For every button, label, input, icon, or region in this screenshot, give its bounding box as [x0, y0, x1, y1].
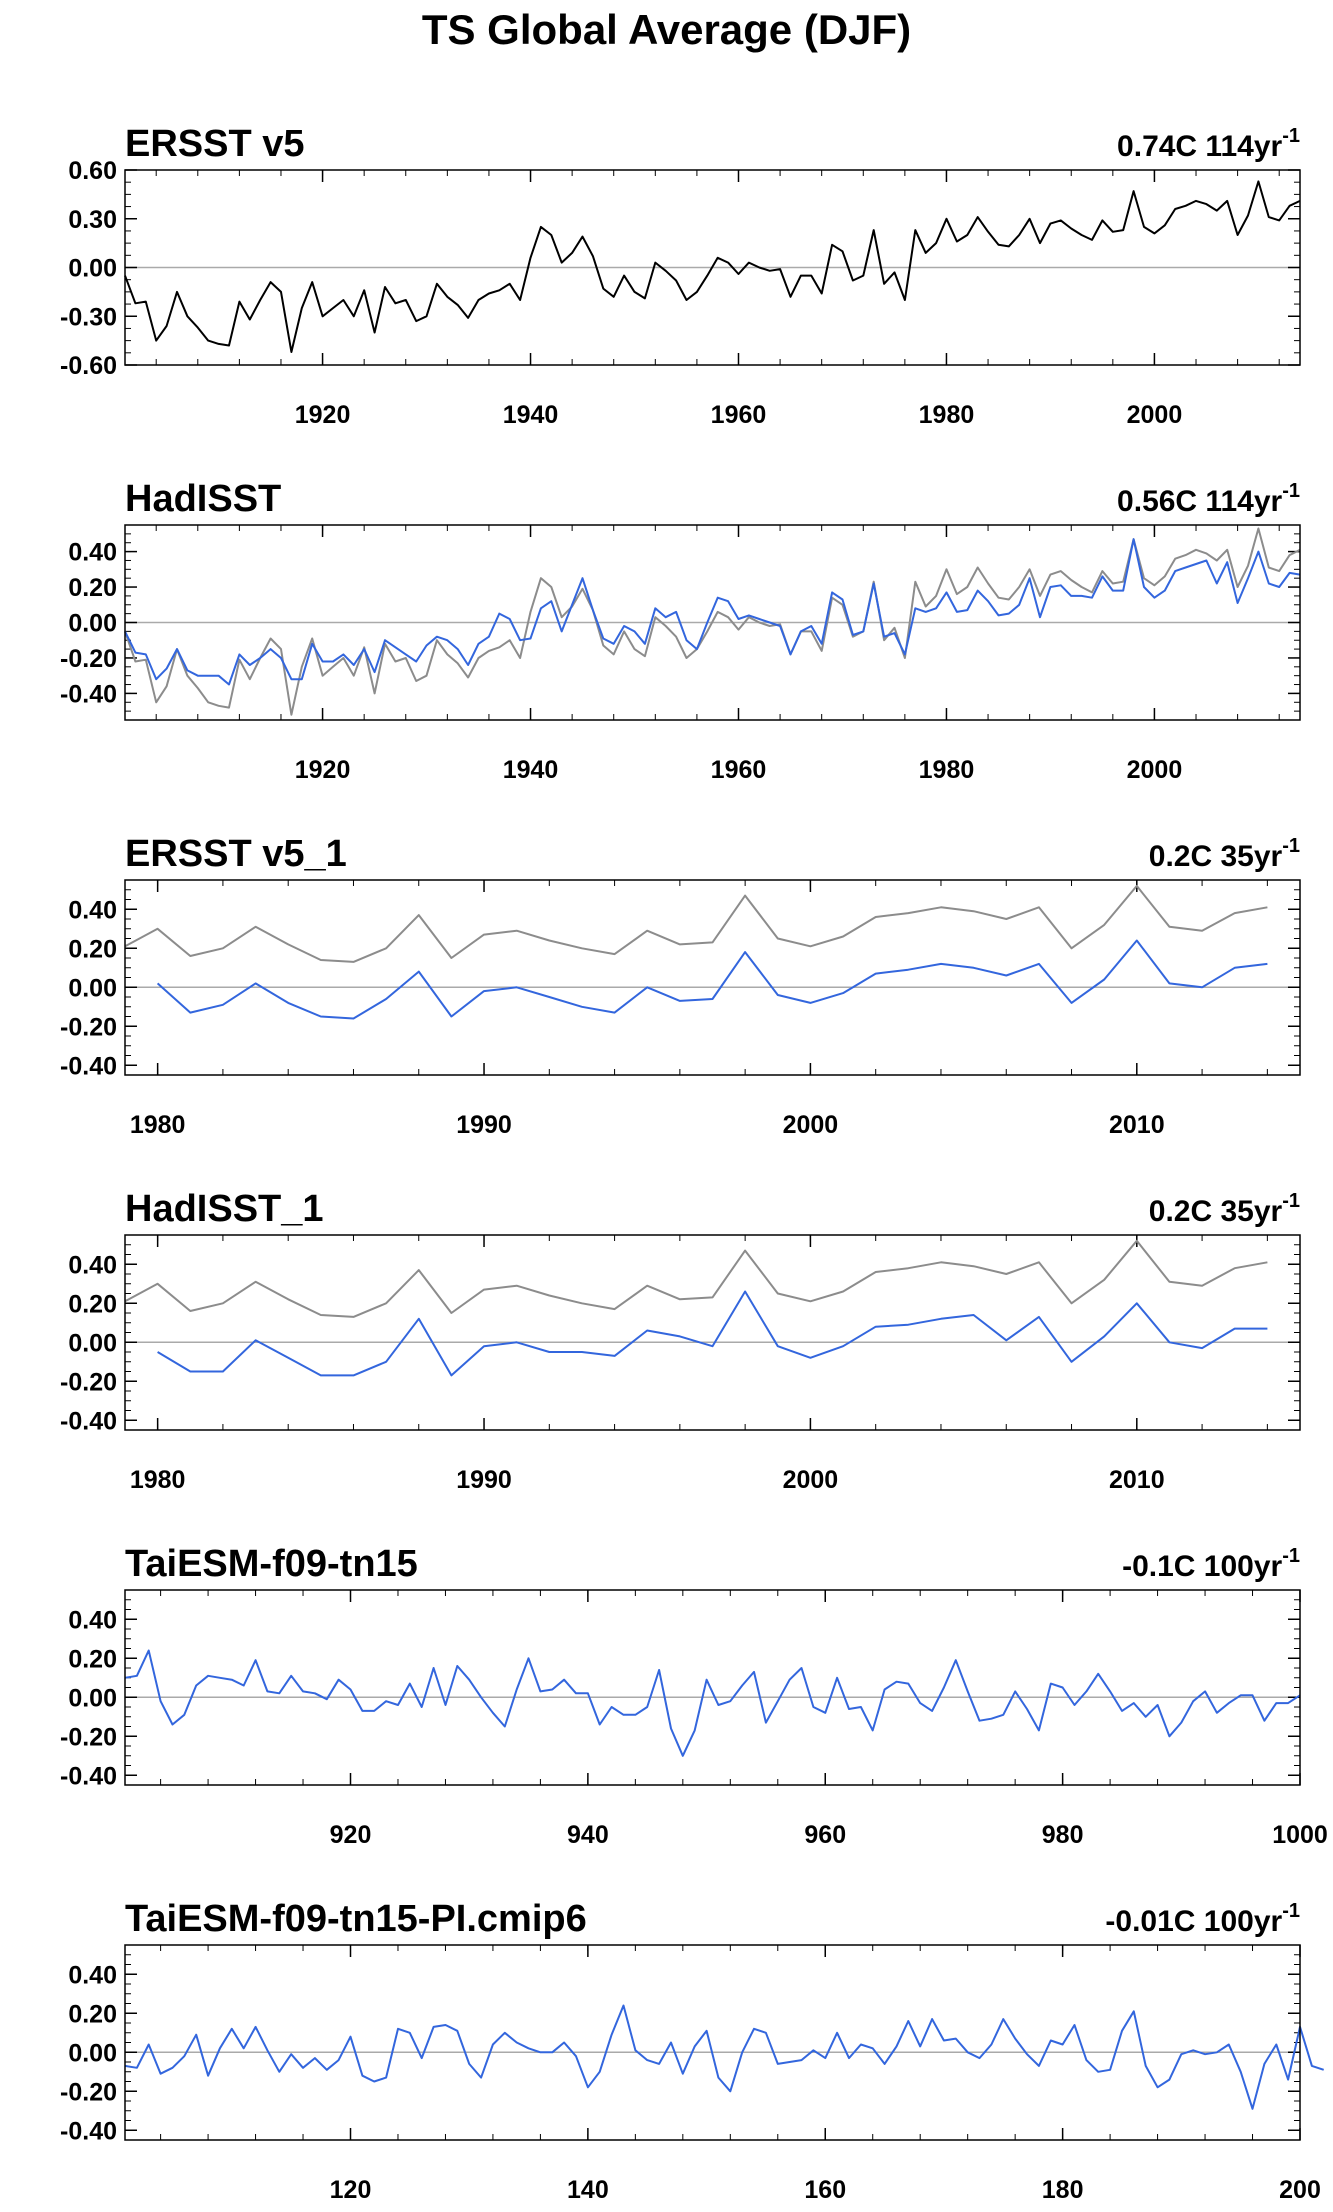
series-line-model [124, 1649, 1301, 1757]
plot-frame [124, 169, 1301, 366]
x-tick-label: 940 [567, 1821, 609, 1849]
y-tick-label: 0.30 [68, 206, 117, 234]
panel-title: ERSST v5 [125, 123, 305, 165]
y-tick-label: 0.20 [68, 574, 117, 602]
y-tick-label: 0.00 [68, 255, 117, 283]
y-tick-label: 0.20 [68, 1290, 117, 1318]
y-tick-label: -0.40 [60, 2117, 117, 2145]
x-tick-label: 1990 [456, 1111, 512, 1139]
y-tick-label: -0.20 [60, 1368, 117, 1396]
x-tick-label: 140 [567, 2176, 609, 2204]
series-line-model [124, 538, 1301, 686]
x-tick-label: 2000 [783, 1111, 839, 1139]
trend-exponent: -1 [1282, 480, 1300, 502]
panel-title: HadISST_1 [125, 1188, 324, 1230]
y-tick-label: 0.00 [68, 974, 117, 1002]
series-line-model [156, 939, 1268, 1020]
x-tick-label: 1990 [456, 1466, 512, 1494]
trend-exponent: -1 [1282, 125, 1300, 147]
x-tick-label: 1980 [919, 401, 975, 429]
y-tick-label: 0.40 [68, 539, 117, 567]
panel-6: TaiESM-f09-tn15-PI.cmip6 -0.01C 100yr-1 -0… [60, 1898, 1325, 2204]
x-tick-label: 2010 [1109, 1466, 1165, 1494]
y-tick-label: -0.20 [60, 1723, 117, 1751]
series-line-model [124, 2004, 1325, 2110]
series-line-model [157, 1290, 1268, 1377]
y-tick-label: -0.20 [60, 2078, 117, 2106]
trend-label: -0.1C 100yr-1 [1122, 1545, 1300, 1583]
series-line-ref [124, 1239, 1268, 1318]
trend-label: -0.01C 100yr-1 [1105, 1900, 1300, 1938]
y-tick-label: 0.20 [68, 2000, 117, 2028]
plot-frame [124, 1234, 1301, 1431]
panel-title: TaiESM-f09-tn15 [125, 1543, 418, 1585]
panel-5: TaiESM-f09-tn15 -0.1C 100yr-1 -0.40 -0.20 0.… [60, 1543, 1328, 1849]
y-tick-label: -0.40 [60, 1052, 117, 1080]
y-tick-label: 0.40 [68, 1606, 117, 1634]
panel-title: HadISST [125, 478, 281, 520]
trend-label: 0.2C 35yr-1 [1149, 1190, 1300, 1228]
x-tick-label: 200 [1279, 2176, 1321, 2204]
plot-frame [124, 1589, 1301, 1786]
x-tick-label: 120 [330, 2176, 372, 2204]
x-tick-label: 1980 [919, 756, 975, 784]
y-tick-label: 0.00 [68, 610, 117, 638]
x-tick-label: 1940 [503, 401, 559, 429]
x-tick-label: 980 [1042, 1821, 1084, 1849]
x-tick-label: 2000 [1127, 401, 1183, 429]
y-tick-label: 0.00 [68, 1684, 117, 1712]
x-tick-label: 1000 [1272, 1821, 1328, 1849]
x-tick-label: 2000 [783, 1466, 839, 1494]
trend-exponent: -1 [1282, 1545, 1300, 1567]
x-tick-label: 1980 [130, 1111, 186, 1139]
plot-frame [124, 524, 1301, 721]
y-tick-label: -0.20 [60, 1013, 117, 1041]
series-line-ref [124, 884, 1268, 963]
series-line-ref [124, 527, 1301, 716]
y-tick-label: 0.40 [68, 1961, 117, 1989]
trend-exponent: -1 [1282, 1190, 1300, 1212]
panel-1: ERSST v5 0.74C 114yr-1 -0.60 -0.30 0.00 0.30 0… [60, 123, 1301, 429]
plot-frame [124, 879, 1301, 1076]
trend-label: 0.74C 114yr-1 [1117, 125, 1300, 163]
x-tick-label: 1980 [130, 1466, 186, 1494]
y-tick-label: 0.40 [68, 1251, 117, 1279]
y-tick-label: -0.30 [60, 303, 117, 331]
y-tick-label: 0.60 [68, 157, 117, 185]
trend-exponent: -1 [1282, 835, 1300, 857]
y-tick-label: -0.20 [60, 645, 117, 673]
y-tick-label: 0.40 [68, 896, 117, 924]
x-tick-label: 920 [330, 1821, 372, 1849]
y-tick-label: 0.00 [68, 1329, 117, 1357]
y-tick-label: -0.60 [60, 352, 117, 380]
x-tick-label: 2010 [1109, 1111, 1165, 1139]
y-tick-label: 0.20 [68, 935, 117, 963]
x-tick-label: 2000 [1127, 756, 1183, 784]
plot-frame [124, 1944, 1301, 2141]
x-tick-label: 960 [804, 1821, 846, 1849]
y-tick-label: -0.40 [60, 1407, 117, 1435]
panel-4: HadISST_1 0.2C 35yr-1 -0.40 -0.20 0.00 0.20 0.… [60, 1188, 1301, 1494]
y-tick-label: 0.00 [68, 2039, 117, 2067]
panel-3: ERSST v5_1 0.2C 35yr-1 -0.40 -0.20 0.00 0.20 0… [60, 833, 1301, 1139]
x-tick-label: 1960 [711, 756, 767, 784]
y-tick-label: -0.40 [60, 680, 117, 708]
panel-title: ERSST v5_1 [125, 833, 347, 875]
x-tick-label: 160 [804, 2176, 846, 2204]
x-tick-label: 1940 [503, 756, 559, 784]
x-tick-label: 1960 [711, 401, 767, 429]
x-tick-label: 180 [1042, 2176, 1084, 2204]
y-tick-label: -0.40 [60, 1762, 117, 1790]
y-tick-label: 0.20 [68, 1645, 117, 1673]
trend-label: 0.2C 35yr-1 [1149, 835, 1300, 873]
figure-title: TS Global Average (DJF) [421, 6, 912, 53]
series-line-obs [124, 180, 1301, 353]
x-tick-label: 1920 [295, 401, 351, 429]
panel-2: HadISST 0.56C 114yr-1 -0.40 -0.20 0.00 0.20 0.… [60, 478, 1301, 784]
x-tick-label: 1920 [295, 756, 351, 784]
trend-exponent: -1 [1282, 1900, 1300, 1922]
trend-label: 0.56C 114yr-1 [1117, 480, 1300, 518]
panel-title: TaiESM-f09-tn15-PI.cmip6 [125, 1898, 587, 1940]
